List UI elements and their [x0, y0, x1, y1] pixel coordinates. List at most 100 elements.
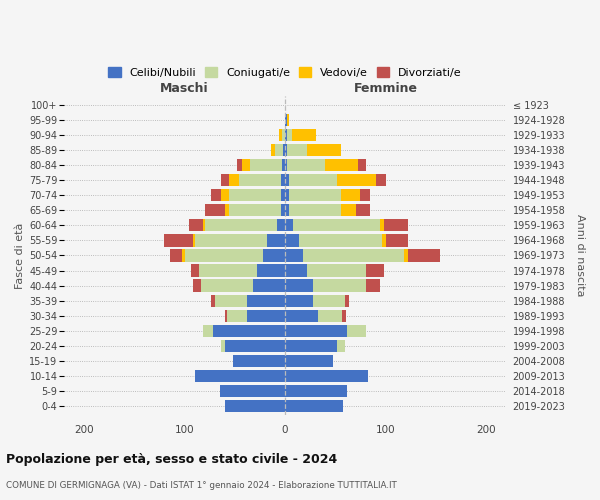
Bar — [263, 250, 285, 262]
Text: Femmine: Femmine — [354, 82, 418, 95]
Bar — [221, 340, 225, 352]
Bar — [285, 340, 337, 352]
Bar — [279, 128, 282, 141]
Bar — [237, 159, 242, 171]
Bar — [285, 250, 303, 262]
Bar — [225, 204, 229, 216]
Bar — [325, 159, 358, 171]
Bar — [376, 174, 386, 186]
Bar — [225, 400, 285, 412]
Bar — [341, 204, 356, 216]
Bar — [386, 234, 408, 246]
Bar — [289, 174, 337, 186]
Bar — [285, 204, 289, 216]
Bar — [347, 324, 365, 337]
Bar — [199, 264, 257, 276]
Bar — [191, 264, 199, 276]
Bar — [282, 159, 285, 171]
Bar — [292, 128, 316, 141]
Bar — [271, 144, 275, 156]
Bar — [229, 174, 239, 186]
Bar — [319, 310, 343, 322]
Bar — [299, 234, 382, 246]
Bar — [225, 340, 285, 352]
Bar — [287, 114, 289, 126]
Bar — [194, 370, 285, 382]
Bar — [220, 385, 285, 398]
Bar — [285, 174, 289, 186]
Bar — [382, 234, 386, 246]
Bar — [285, 234, 299, 246]
Bar — [193, 280, 200, 292]
Bar — [229, 204, 281, 216]
Legend: Celibi/Nubili, Coniugati/e, Vedovi/e, Divorziati/e: Celibi/Nubili, Coniugati/e, Vedovi/e, Di… — [104, 63, 466, 82]
Bar — [285, 144, 287, 156]
Bar — [289, 189, 341, 202]
Bar — [205, 219, 277, 232]
Bar — [337, 174, 376, 186]
Bar — [164, 234, 193, 246]
Bar — [211, 189, 221, 202]
Bar — [250, 159, 282, 171]
Y-axis label: Fasce di età: Fasce di età — [15, 222, 25, 288]
Bar — [359, 189, 370, 202]
Bar — [337, 340, 346, 352]
Bar — [225, 310, 227, 322]
Bar — [285, 294, 313, 307]
Bar — [365, 280, 380, 292]
Bar — [287, 128, 292, 141]
Bar — [275, 144, 283, 156]
Bar — [277, 219, 285, 232]
Bar — [170, 250, 182, 262]
Bar — [233, 355, 285, 367]
Bar — [285, 159, 287, 171]
Bar — [285, 385, 347, 398]
Bar — [215, 294, 247, 307]
Bar — [380, 219, 383, 232]
Bar — [282, 128, 285, 141]
Bar — [341, 189, 359, 202]
Bar — [313, 280, 365, 292]
Bar — [281, 204, 285, 216]
Bar — [356, 204, 370, 216]
Bar — [203, 219, 205, 232]
Bar — [285, 310, 319, 322]
Bar — [285, 370, 368, 382]
Bar — [285, 324, 347, 337]
Bar — [188, 219, 203, 232]
Bar — [247, 310, 285, 322]
Bar — [221, 189, 229, 202]
Bar — [313, 294, 346, 307]
Bar — [212, 324, 285, 337]
Bar — [257, 264, 285, 276]
Y-axis label: Anni di nascita: Anni di nascita — [575, 214, 585, 296]
Bar — [287, 159, 325, 171]
Bar — [242, 159, 250, 171]
Bar — [287, 144, 307, 156]
Bar — [182, 250, 185, 262]
Bar — [408, 250, 440, 262]
Bar — [285, 219, 293, 232]
Bar — [247, 294, 285, 307]
Bar — [289, 204, 341, 216]
Bar — [281, 174, 285, 186]
Bar — [193, 234, 194, 246]
Bar — [285, 114, 287, 126]
Bar — [283, 144, 285, 156]
Bar — [185, 250, 263, 262]
Bar — [285, 280, 313, 292]
Text: Popolazione per età, sesso e stato civile - 2024: Popolazione per età, sesso e stato civil… — [6, 452, 337, 466]
Bar — [343, 310, 346, 322]
Bar — [239, 174, 281, 186]
Bar — [227, 310, 247, 322]
Bar — [221, 174, 229, 186]
Bar — [285, 189, 289, 202]
Bar — [307, 264, 365, 276]
Bar — [285, 264, 307, 276]
Bar — [267, 234, 285, 246]
Text: COMUNE DI GERMIGNAGA (VA) - Dati ISTAT 1° gennaio 2024 - Elaborazione TUTTITALIA: COMUNE DI GERMIGNAGA (VA) - Dati ISTAT 1… — [6, 481, 397, 490]
Bar — [285, 128, 287, 141]
Bar — [365, 264, 383, 276]
Bar — [293, 219, 380, 232]
Bar — [229, 189, 281, 202]
